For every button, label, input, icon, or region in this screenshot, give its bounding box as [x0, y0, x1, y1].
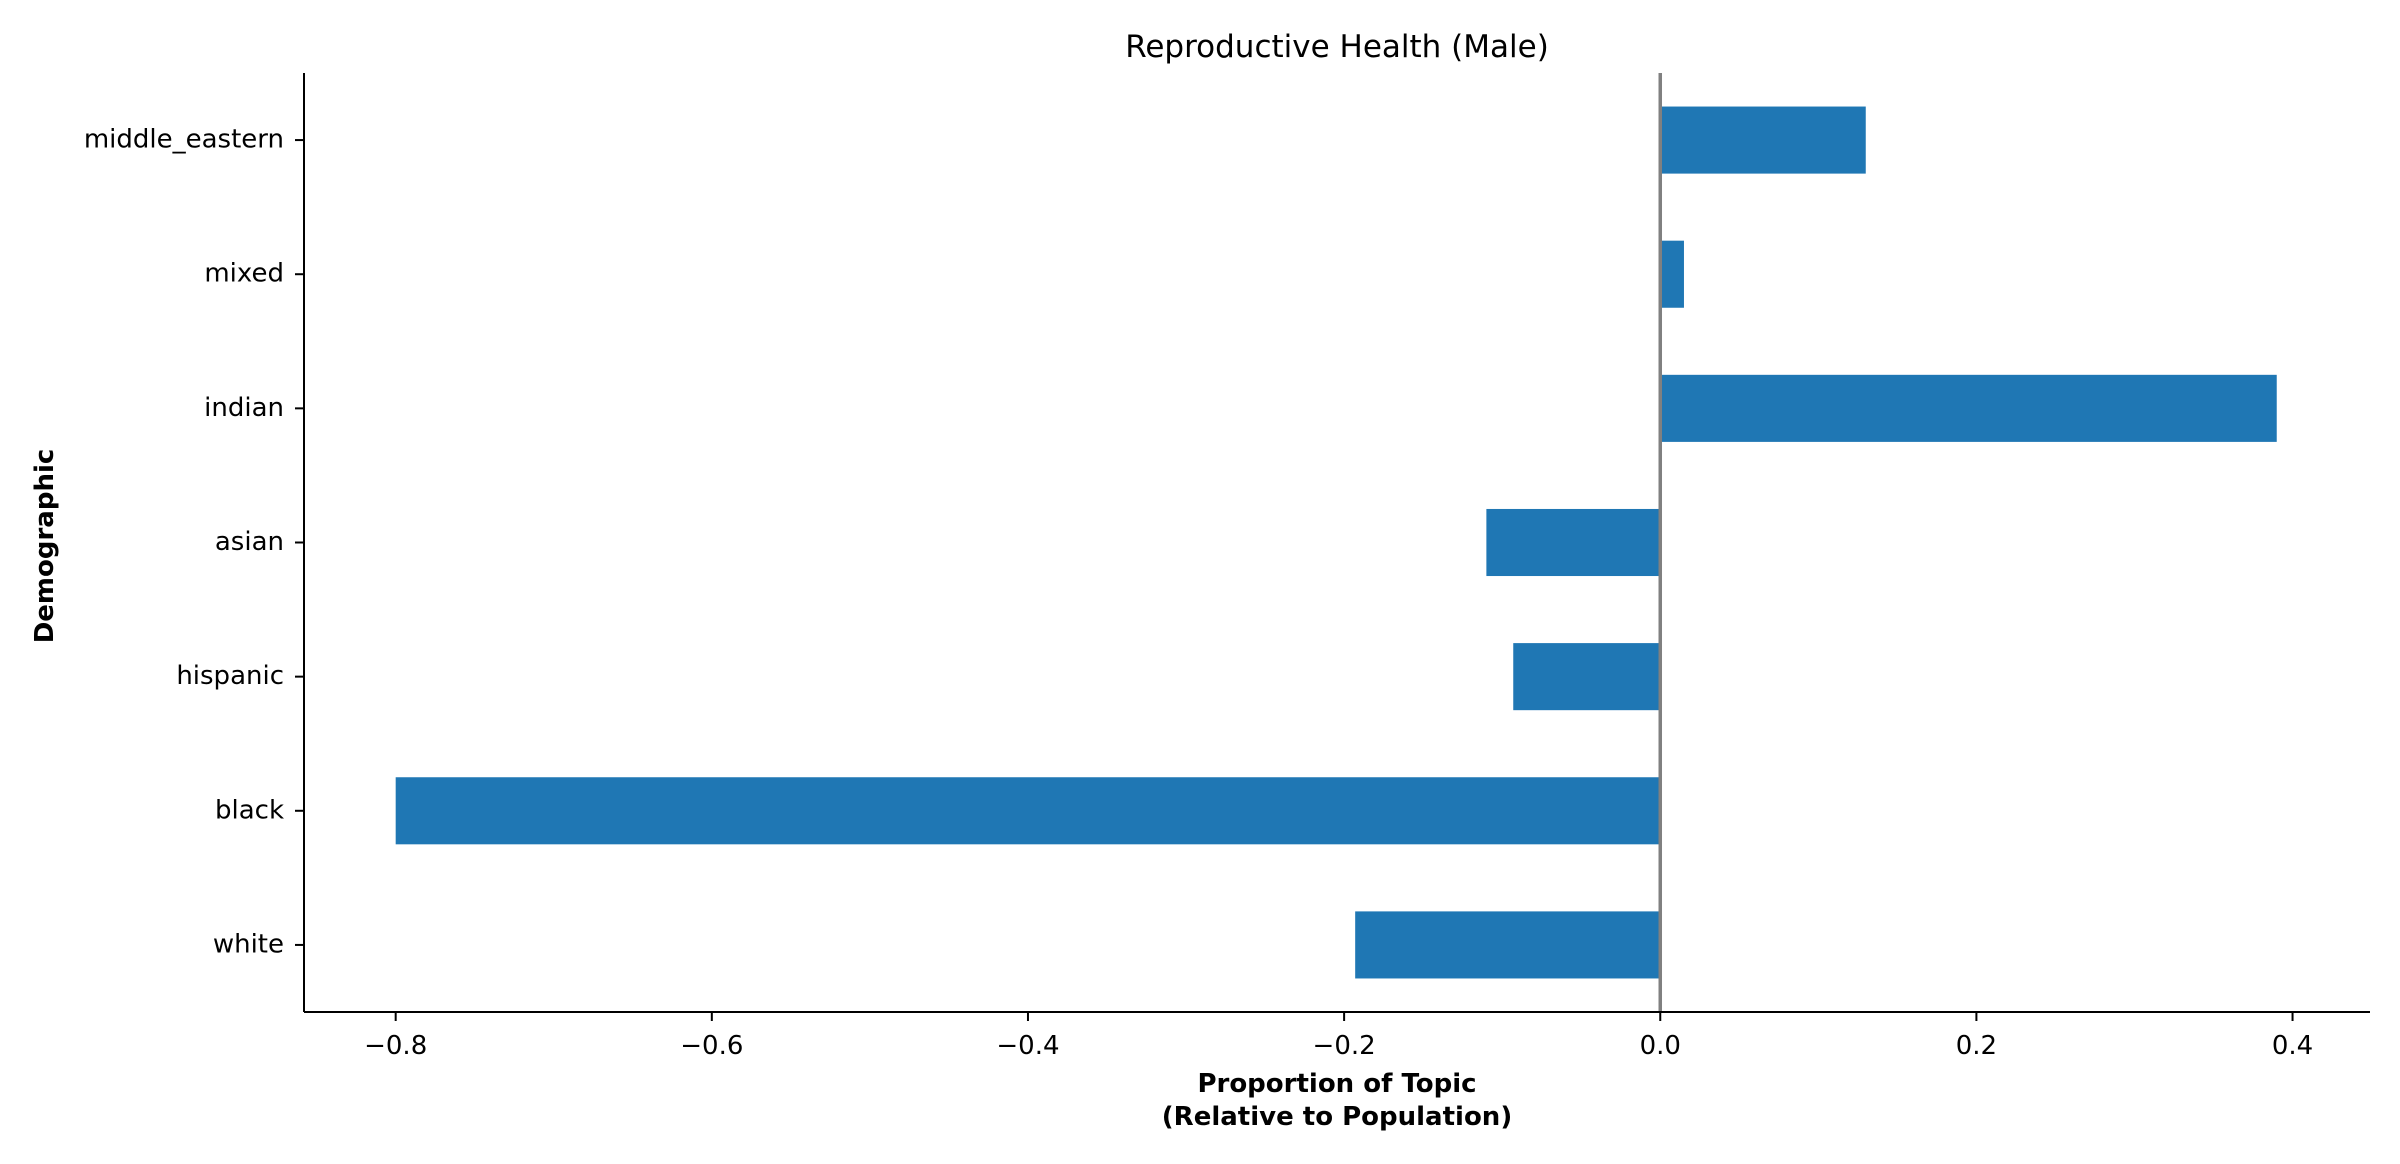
bar-mixed — [1660, 240, 1684, 308]
bar-middle-eastern — [1660, 106, 1866, 174]
bar-black — [395, 777, 1661, 845]
y-tick-label: hispanic — [176, 661, 284, 691]
axes-layer — [303, 73, 2370, 1013]
x-tick-label: −0.6 — [680, 1031, 743, 1061]
x-tick-label: −0.4 — [996, 1031, 1059, 1061]
ticks-layer: −0.8 −0.6 −0.4 −0.2 0.0 0.2 0.4 middle_easternm… — [84, 125, 2313, 1061]
bars-layer — [395, 106, 2277, 979]
x-tick-label: 0.4 — [2272, 1031, 2313, 1061]
x-axis-label: Proportion of Topic — [1197, 1069, 1476, 1099]
bar-hispanic — [1513, 643, 1661, 711]
y-tick-label: white — [213, 929, 284, 959]
bar-white — [1355, 911, 1661, 979]
x-axis-label-subtitle: (Relative to Population) — [1162, 1102, 1512, 1132]
bar-asian — [1486, 508, 1661, 577]
y-tick-label: middle_eastern — [84, 125, 284, 155]
bar-indian — [1660, 374, 2277, 442]
x-tick-label: 0.0 — [1640, 1031, 1681, 1061]
x-tick-label: 0.2 — [1956, 1031, 1997, 1061]
x-tick-label: −0.2 — [1313, 1031, 1376, 1061]
y-tick-label: mixed — [204, 259, 284, 289]
y-tick-label: indian — [204, 393, 284, 423]
y-tick-label: asian — [215, 527, 284, 557]
y-axis-label: Demographic — [30, 449, 60, 644]
y-tick-label: black — [215, 795, 284, 825]
chart-title: Reproductive Health (Male) — [1125, 29, 1549, 65]
x-tick-label: −0.8 — [364, 1031, 427, 1061]
